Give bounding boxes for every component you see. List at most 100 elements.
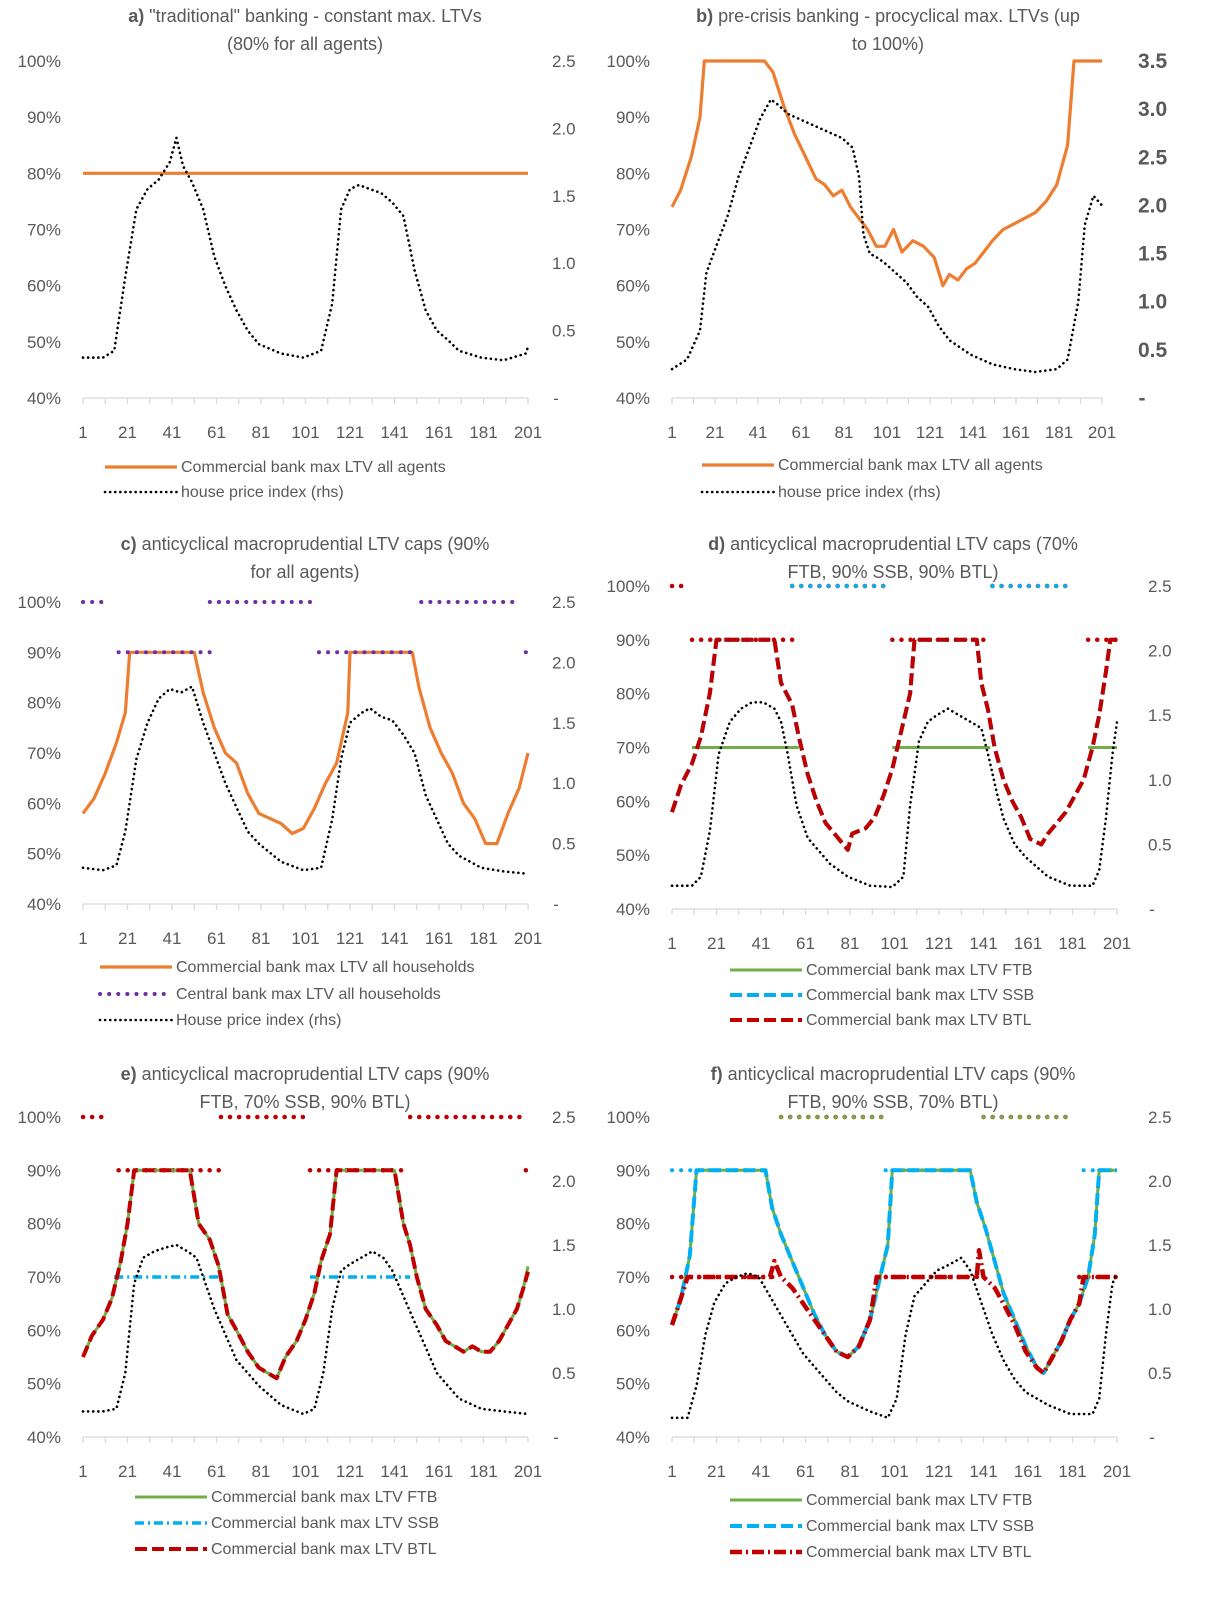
legend-label: Commercial bank max LTV FTB bbox=[806, 1492, 1032, 1509]
right-axis-tick-label: 3.0 bbox=[1138, 98, 1167, 121]
left-axis-tick-label: 50% bbox=[616, 1375, 650, 1394]
legend-label: Central bank max LTV all households bbox=[176, 986, 441, 1003]
chart-title-text: anticyclical macroprudential LTV caps (9… bbox=[137, 534, 490, 554]
right-axis-tick-label: 2.0 bbox=[552, 119, 576, 138]
chart-title-letter: e) bbox=[121, 1064, 137, 1084]
right-axis-tick-label: 3.5 bbox=[1138, 50, 1168, 73]
left-axis-tick-label: 90% bbox=[27, 108, 61, 127]
right-axis-tick-label: 1.0 bbox=[552, 254, 576, 273]
chart-title-line-1: f) anticyclical macroprudential LTV caps… bbox=[711, 1064, 1076, 1084]
series-line bbox=[670, 1256, 1119, 1420]
x-tick-label: 61 bbox=[796, 934, 815, 953]
x-tick-label: 141 bbox=[959, 423, 987, 442]
series-line bbox=[81, 685, 530, 876]
right-axis-tick-label: 0.5 bbox=[552, 835, 576, 854]
chart-title-line-2: (80% for all agents) bbox=[227, 34, 383, 54]
left-axis-tick-label: 100% bbox=[607, 577, 650, 596]
x-tick-label: 161 bbox=[425, 1462, 453, 1481]
right-axis-tick-label: 2.5 bbox=[552, 52, 576, 71]
left-axis-tick-label: 100% bbox=[607, 52, 650, 71]
x-tick-label: 121 bbox=[925, 1462, 953, 1481]
x-tick-label: 141 bbox=[380, 423, 408, 442]
left-axis-tick-label: 60% bbox=[27, 794, 61, 813]
chart-title-line-1: d) anticyclical macroprudential LTV caps… bbox=[708, 534, 1078, 554]
series-line bbox=[670, 1168, 1117, 1375]
right-axis-tick-label: 2.0 bbox=[1138, 194, 1167, 217]
x-tick-label: 81 bbox=[252, 423, 271, 442]
x-tick-label: 181 bbox=[469, 929, 497, 948]
x-tick-label: 121 bbox=[336, 1462, 364, 1481]
series-red-dashed bbox=[670, 637, 1117, 852]
legend-label: house price index (rhs) bbox=[778, 484, 941, 501]
series-line bbox=[81, 1168, 530, 1381]
series-line bbox=[670, 701, 1119, 889]
right-axis-tick-label: 2.0 bbox=[552, 1172, 576, 1191]
x-tick-label: 41 bbox=[749, 423, 768, 442]
left-axis-tick-label: 60% bbox=[27, 1321, 61, 1340]
left-axis-tick-label: 90% bbox=[616, 631, 650, 650]
chart-title-line-2: for all agents) bbox=[250, 562, 359, 582]
left-axis-tick-label: 100% bbox=[18, 52, 61, 71]
chart-title-line-2: FTB, 90% SSB, 90% BTL) bbox=[787, 562, 998, 582]
legend-label: Commercial bank max LTV all households bbox=[176, 959, 475, 976]
left-axis-tick-label: 100% bbox=[18, 593, 61, 612]
legend: Commercial bank max LTV FTB Commercial ba… bbox=[730, 1492, 1034, 1561]
right-axis-tick-label: 1.0 bbox=[1138, 291, 1167, 314]
legend: Commercial bank max LTV FTB Commercial ba… bbox=[135, 1489, 439, 1558]
right-axis-tick-label: - bbox=[553, 895, 559, 914]
x-tick-label: 161 bbox=[1014, 1462, 1042, 1481]
x-tick-label: 1 bbox=[667, 423, 676, 442]
series-red-dashdot bbox=[669, 1248, 1117, 1376]
series-black-dotted bbox=[81, 685, 530, 876]
chart-title-letter: a) bbox=[128, 6, 144, 26]
series-line bbox=[81, 650, 530, 846]
x-tick-label: 141 bbox=[969, 1462, 997, 1481]
right-axis-tick-label: 1.0 bbox=[552, 774, 576, 793]
x-tick-label: 1 bbox=[78, 929, 87, 948]
series-black-dotted bbox=[81, 136, 530, 362]
series-line bbox=[670, 637, 1117, 852]
left-axis-tick-label: 60% bbox=[27, 277, 61, 296]
x-tick-label: 201 bbox=[1103, 1462, 1131, 1481]
legend-label: house price index (rhs) bbox=[181, 484, 344, 501]
legend-label: Commercial bank max LTV BTL bbox=[806, 1012, 1032, 1029]
x-tick-label: 41 bbox=[163, 929, 182, 948]
left-axis-tick-label: 40% bbox=[27, 895, 61, 914]
right-axis-tick-label: - bbox=[1139, 387, 1146, 410]
right-axis-tick-label: 0.5 bbox=[1148, 835, 1172, 854]
series-red-dotted bbox=[669, 583, 1120, 643]
left-axis-tick-label: 70% bbox=[27, 1268, 61, 1287]
x-tick-label: 61 bbox=[207, 1462, 226, 1481]
left-axis-tick-label: 90% bbox=[27, 643, 61, 662]
legend-label: Commercial bank max LTV BTL bbox=[211, 1541, 437, 1558]
x-tick-label: 1 bbox=[78, 1462, 87, 1481]
right-axis-tick-label: 1.0 bbox=[1148, 1300, 1172, 1319]
left-axis-tick-label: 90% bbox=[616, 108, 650, 127]
left-axis-tick-label: 40% bbox=[616, 1428, 650, 1447]
legend-label: Commercial bank max LTV BTL bbox=[806, 1544, 1032, 1561]
series-green-solid bbox=[670, 1168, 1117, 1375]
series-red-dotted bbox=[80, 1114, 531, 1173]
right-axis-tick-label: - bbox=[553, 389, 559, 408]
chart-title-line-2: to 100%) bbox=[852, 34, 924, 54]
chart-panel-b: b) pre-crisis banking - procyclical max.… bbox=[607, 6, 1168, 501]
series-line bbox=[670, 59, 1102, 288]
series-black-dotted bbox=[670, 1256, 1119, 1420]
chart-title-letter: d) bbox=[708, 534, 725, 554]
right-axis-tick-label: 0.5 bbox=[552, 1364, 576, 1383]
right-axis-tick-label: 2.5 bbox=[1138, 146, 1168, 169]
right-axis-tick-label: 0.5 bbox=[1148, 1364, 1172, 1383]
right-axis-tick-label: 0.5 bbox=[552, 322, 576, 341]
right-axis-tick-label: 1.5 bbox=[552, 714, 576, 733]
chart-title-line-1: c) anticyclical macroprudential LTV caps… bbox=[121, 534, 490, 554]
x-tick-label: 161 bbox=[425, 929, 453, 948]
left-axis-tick-label: 100% bbox=[18, 1108, 61, 1127]
series-orange-solid bbox=[670, 59, 1102, 288]
legend-label: Commercial bank max LTV all agents bbox=[181, 459, 446, 476]
right-axis-tick-label: 1.0 bbox=[552, 1300, 576, 1319]
right-axis-tick-label: 1.5 bbox=[1138, 243, 1168, 266]
series-line bbox=[81, 1243, 530, 1416]
x-tick-label: 1 bbox=[667, 1462, 676, 1481]
left-axis-tick-label: 100% bbox=[607, 1108, 650, 1127]
